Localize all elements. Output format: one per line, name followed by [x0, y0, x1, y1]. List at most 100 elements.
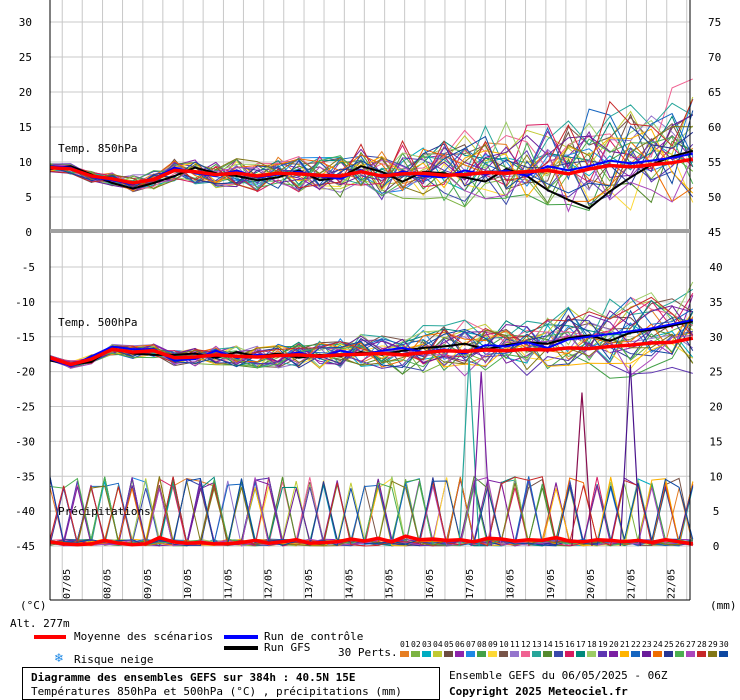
- pert-number: 06: [455, 640, 465, 649]
- tick-left-850: 15: [19, 121, 32, 134]
- pert-number: 12: [521, 640, 531, 649]
- pert-number: 21: [620, 640, 630, 649]
- tick-left-500: -20: [15, 366, 35, 379]
- tick-right-850: 50: [708, 191, 721, 204]
- precip-spike: [619, 364, 641, 547]
- pert-color-swatch: [499, 651, 508, 657]
- panel-label-500: Temp. 500hPa: [58, 316, 137, 329]
- x-tick-label: 20/05: [586, 569, 597, 599]
- x-tick-label: 22/05: [667, 569, 678, 599]
- pert-color-swatch: [598, 651, 607, 657]
- tick-right-precip: 30: [709, 331, 722, 344]
- x-tick-label: 18/05: [506, 569, 517, 599]
- left-axis-unit: (°C): [20, 599, 47, 612]
- tick-right-precip: 25: [709, 366, 722, 379]
- pert-color-swatch: [400, 651, 409, 657]
- panel-separator: [50, 229, 690, 233]
- pert-number: 24: [653, 640, 663, 649]
- tick-right-precip: 15: [709, 435, 722, 448]
- pert-color-swatch: [587, 651, 596, 657]
- tick-left-850: 25: [19, 51, 32, 64]
- legend-label-control: Run de contrôle: [264, 630, 364, 643]
- pert-number: 05: [444, 640, 454, 649]
- pert-color-swatch: [576, 651, 585, 657]
- tick-right-precip: 0: [713, 540, 720, 553]
- pert-color-swatch: [422, 651, 431, 657]
- tick-right-850: 45: [708, 226, 721, 239]
- pert-850-line: [49, 125, 693, 196]
- pert-color-swatch: [653, 651, 662, 657]
- x-tick-label: 21/05: [626, 569, 637, 599]
- legend-swatch-mean: [34, 635, 66, 639]
- frame-layer: [49, 0, 691, 601]
- tick-left-850: 20: [19, 86, 32, 99]
- pert-850-line: [49, 154, 694, 206]
- x-tick-label: 19/05: [546, 569, 557, 599]
- pert-number: 26: [675, 640, 685, 649]
- pert-850-line: [49, 115, 694, 196]
- panel-label-850: Temp. 850hPa: [58, 142, 137, 155]
- run-label: Ensemble GEFS du 06/05/2025 - 06Z: [449, 669, 668, 682]
- pert-number: 08: [477, 640, 487, 649]
- gfs-850-line: [49, 149, 694, 210]
- pert-color-swatch: [708, 651, 717, 657]
- tick-left-500: -30: [15, 435, 35, 448]
- pert-color-swatch: [664, 651, 673, 657]
- pert-850-line: [49, 136, 694, 202]
- tick-right-850: 55: [708, 156, 721, 169]
- x-tick-label: 08/05: [103, 569, 114, 599]
- pert-number: 30: [719, 640, 729, 649]
- series-layer: [49, 78, 694, 547]
- x-tick-label: 09/05: [143, 569, 154, 599]
- pert-number: 27: [686, 640, 696, 649]
- pert-number: 17: [576, 640, 586, 649]
- tick-right-precip: 10: [709, 470, 722, 483]
- snowflake-icon: ❄: [54, 651, 65, 665]
- pert-number: 13: [532, 640, 542, 649]
- pert-number: 16: [565, 640, 575, 649]
- x-tick-label: 15/05: [385, 569, 396, 599]
- pert-color-swatch: [411, 651, 420, 657]
- pert-color-swatch: [642, 651, 651, 657]
- tick-left-500: -5: [22, 261, 35, 274]
- mean-precip-line: [49, 534, 694, 547]
- pert-number: 20: [609, 640, 619, 649]
- tick-right-precip: 5: [713, 505, 720, 518]
- pert-number: 18: [587, 640, 597, 649]
- mean-500-line: [49, 336, 694, 367]
- pert-number: 14: [543, 640, 553, 649]
- pert-500-line: [49, 329, 694, 371]
- pert-color-swatch: [609, 651, 618, 657]
- right-axis-unit: (mm): [710, 599, 737, 612]
- tick-left-850: 10: [19, 156, 32, 169]
- x-tick-label: 11/05: [223, 569, 234, 599]
- tick-right-850: 75: [708, 16, 721, 29]
- pert-color-swatch: [444, 651, 453, 657]
- pert-number: 04: [433, 640, 443, 649]
- precip-spike: [470, 371, 492, 547]
- perts-label: 30 Perts.: [338, 646, 398, 659]
- tick-left-500: -25: [15, 401, 35, 414]
- pert-number: 10: [499, 640, 509, 649]
- pert-number: 22: [631, 640, 641, 649]
- tick-right-850: 70: [708, 51, 721, 64]
- tick-left-850: 5: [25, 191, 32, 204]
- pert-color-swatch: [510, 651, 519, 657]
- pert-number: 11: [510, 640, 520, 649]
- pert-color-swatch: [488, 651, 497, 657]
- legend-swatch-gfs: [224, 646, 258, 650]
- tick-left-500: -35: [15, 470, 35, 483]
- pert-color-swatch: [477, 651, 486, 657]
- pert-color-swatch: [466, 651, 475, 657]
- x-tick-label: 17/05: [465, 569, 476, 599]
- pert-color-swatch: [532, 651, 541, 657]
- pert-color-swatch: [675, 651, 684, 657]
- footer-title-box: Diagramme des ensembles GEFS sur 384h : …: [22, 667, 440, 700]
- pert-number: 15: [554, 640, 564, 649]
- pert-color-swatch: [433, 651, 442, 657]
- pert-color-swatch: [697, 651, 706, 657]
- tick-right-precip: 20: [709, 401, 722, 414]
- tick-left-850: 30: [19, 16, 32, 29]
- pert-500-line: [49, 305, 693, 367]
